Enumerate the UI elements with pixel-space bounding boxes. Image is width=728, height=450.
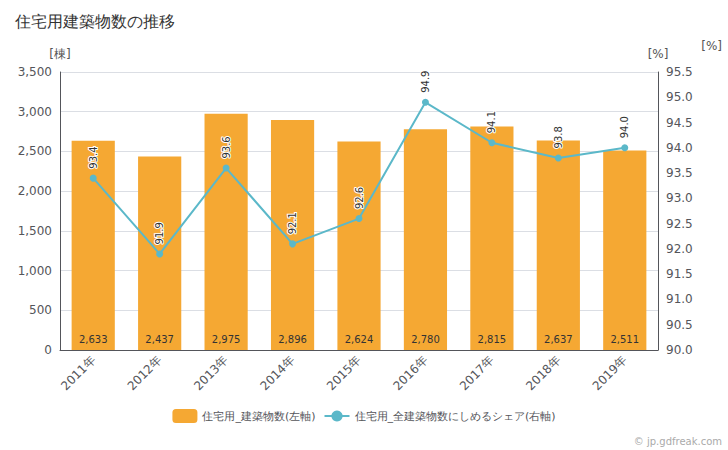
svg-text:2011年: 2011年 xyxy=(58,353,98,393)
svg-text:93.8: 93.8 xyxy=(553,126,564,148)
svg-text:90.0: 90.0 xyxy=(666,343,693,357)
svg-text:© jp.gdfreak.com: © jp.gdfreak.com xyxy=(634,436,722,447)
svg-text:93.6: 93.6 xyxy=(221,136,232,158)
svg-text:2016年: 2016年 xyxy=(390,353,430,393)
svg-text:94.0: 94.0 xyxy=(619,116,630,138)
svg-text:2017年: 2017年 xyxy=(457,353,497,393)
svg-text:95.5: 95.5 xyxy=(666,65,693,79)
svg-text:2,000: 2,000 xyxy=(18,184,52,198)
svg-text:3,500: 3,500 xyxy=(18,65,52,79)
svg-text:2,511: 2,511 xyxy=(610,334,639,345)
svg-text:2012年: 2012年 xyxy=(125,353,165,393)
svg-text:93.5: 93.5 xyxy=(666,166,693,180)
svg-text:2,780: 2,780 xyxy=(411,334,440,345)
svg-text:91.9: 91.9 xyxy=(154,222,165,244)
svg-text:住宅用建築物数の推移: 住宅用建築物数の推移 xyxy=(14,12,175,31)
svg-text:2015年: 2015年 xyxy=(324,353,364,393)
svg-text:94.9: 94.9 xyxy=(420,71,431,93)
svg-text:92.5: 92.5 xyxy=(666,217,693,231)
svg-text:2,896: 2,896 xyxy=(278,334,307,345)
svg-text:[%]: [%] xyxy=(648,47,669,61)
svg-text:92.1: 92.1 xyxy=(287,212,298,234)
svg-text:2014年: 2014年 xyxy=(258,353,298,393)
svg-text:90.5: 90.5 xyxy=(666,318,693,332)
svg-text:94.1: 94.1 xyxy=(486,111,497,133)
svg-text:2,633: 2,633 xyxy=(79,334,108,345)
svg-text:3,000: 3,000 xyxy=(18,105,52,119)
svg-text:2013年: 2013年 xyxy=(191,353,231,393)
svg-text:2,437: 2,437 xyxy=(145,334,174,345)
svg-text:92.0: 92.0 xyxy=(666,242,693,256)
svg-text:2,815: 2,815 xyxy=(478,334,507,345)
svg-text:2018年: 2018年 xyxy=(523,353,563,393)
svg-text:92.6: 92.6 xyxy=(354,187,365,209)
svg-text:500: 500 xyxy=(29,303,52,317)
svg-text:2,500: 2,500 xyxy=(18,144,52,158)
svg-text:94.5: 94.5 xyxy=(666,116,693,130)
svg-text:91.5: 91.5 xyxy=(666,267,693,281)
svg-text:0: 0 xyxy=(44,343,52,357)
svg-text:95.0: 95.0 xyxy=(666,90,693,104)
svg-text:91.0: 91.0 xyxy=(666,292,693,306)
svg-text:[棟]: [棟] xyxy=(49,47,70,61)
svg-text:2,637: 2,637 xyxy=(544,334,573,345)
svg-text:住宅用_建築物数(左軸): 住宅用_建築物数(左軸) xyxy=(202,410,315,423)
svg-text:93.4: 93.4 xyxy=(88,146,99,168)
svg-text:2,624: 2,624 xyxy=(345,334,374,345)
svg-text:1,500: 1,500 xyxy=(18,224,52,238)
svg-text:2,975: 2,975 xyxy=(212,334,241,345)
svg-text:94.0: 94.0 xyxy=(666,141,693,155)
svg-text:[%]: [%] xyxy=(701,39,722,53)
svg-text:1,000: 1,000 xyxy=(18,264,52,278)
svg-text:2019年: 2019年 xyxy=(590,353,630,393)
svg-text:93.0: 93.0 xyxy=(666,191,693,205)
svg-text:住宅用_全建築物数にしめるシェア(右軸): 住宅用_全建築物数にしめるシェア(右軸) xyxy=(355,410,556,423)
